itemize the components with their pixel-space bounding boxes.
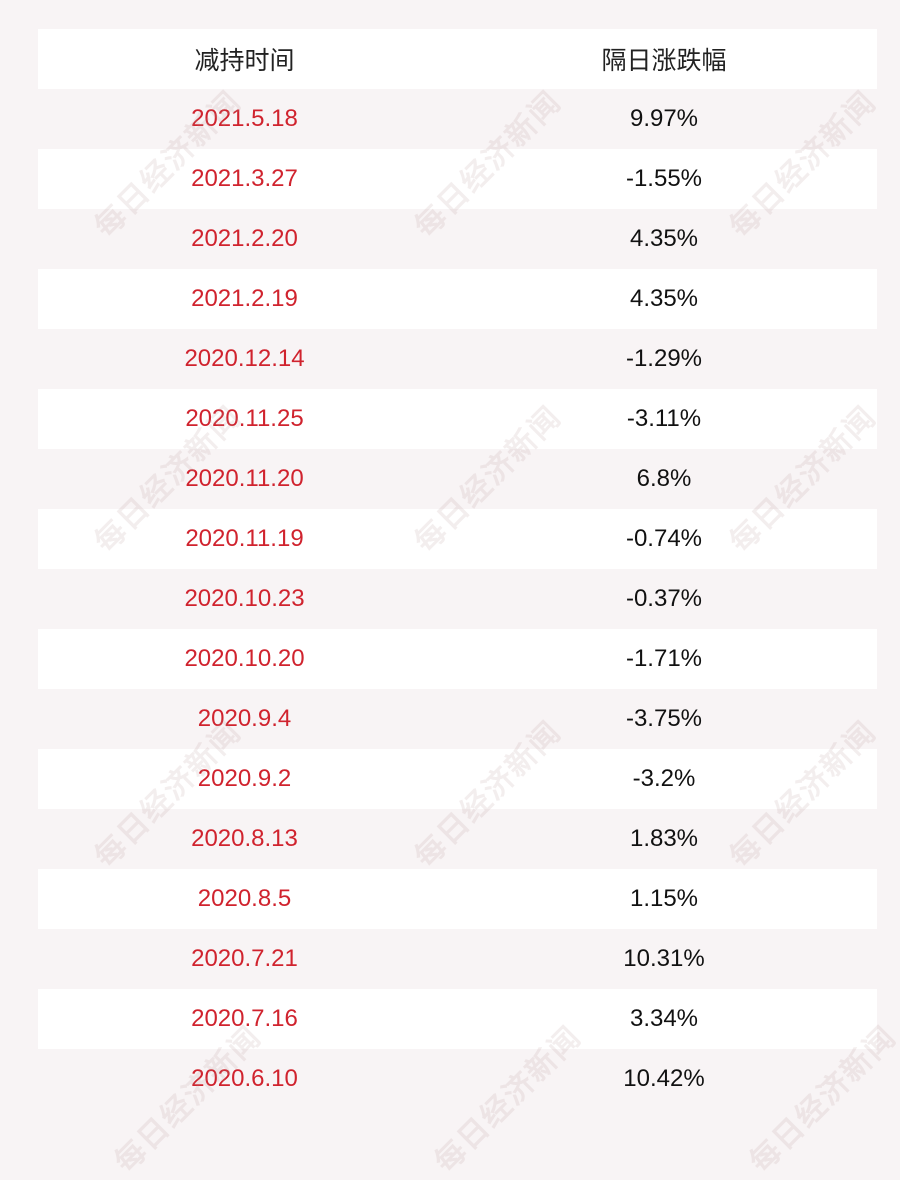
table-row: 2020.11.25 -3.11% xyxy=(38,389,877,449)
row-change: -3.75% xyxy=(625,705,703,732)
table-row: 2021.5.18 9.97% xyxy=(38,89,877,149)
row-date: 2020.9.4 xyxy=(197,705,292,732)
row-change: 6.8% xyxy=(636,465,692,492)
row-change: 1.83% xyxy=(629,825,699,852)
row-date: 2020.11.19 xyxy=(185,525,304,552)
reduction-table: 减持时间 隔日涨跌幅 2021.5.18 9.97% 2021.3.27 -1.… xyxy=(38,29,877,1109)
header-next-day-change: 隔日涨跌幅 xyxy=(601,47,727,75)
row-date: 2020.7.16 xyxy=(191,1005,298,1032)
row-change: -3.2% xyxy=(632,765,696,792)
row-change: 4.35% xyxy=(629,285,699,312)
table-row: 2020.11.20 6.8% xyxy=(38,449,877,509)
row-change: -1.29% xyxy=(625,345,703,372)
row-change: 4.35% xyxy=(629,225,699,252)
table-row: 2020.10.20 -1.71% xyxy=(38,629,877,689)
row-change: 10.31% xyxy=(623,945,705,972)
row-date: 2020.7.21 xyxy=(191,945,298,972)
table-row: 2020.12.14 -1.29% xyxy=(38,329,877,389)
row-change: -3.11% xyxy=(626,405,702,432)
table-row: 2020.7.16 3.34% xyxy=(38,989,877,1049)
header-reduction-time: 减持时间 xyxy=(194,47,295,75)
row-change: -0.74% xyxy=(625,525,703,552)
row-date: 2020.6.10 xyxy=(191,1065,298,1092)
table-row: 2020.11.19 -0.74% xyxy=(38,509,877,569)
row-change: -1.71% xyxy=(625,645,703,672)
row-change: 10.42% xyxy=(623,1065,705,1092)
row-date: 2021.2.19 xyxy=(191,285,298,312)
table-row: 2020.7.21 10.31% xyxy=(38,929,877,989)
table-row: 2021.2.20 4.35% xyxy=(38,209,877,269)
table-row: 2020.8.5 1.15% xyxy=(38,869,877,929)
row-date: 2020.10.23 xyxy=(184,585,305,612)
row-date: 2020.8.13 xyxy=(191,825,298,852)
row-change: 1.15% xyxy=(629,885,699,912)
row-date: 2020.9.2 xyxy=(197,765,292,792)
row-date: 2020.11.20 xyxy=(185,465,304,492)
table-row: 2020.8.13 1.83% xyxy=(38,809,877,869)
table-row: 2020.10.23 -0.37% xyxy=(38,569,877,629)
row-date: 2021.2.20 xyxy=(191,225,298,252)
table-header: 减持时间 隔日涨跌幅 xyxy=(38,29,877,89)
row-date: 2020.11.25 xyxy=(185,405,304,432)
row-date: 2020.8.5 xyxy=(197,885,292,912)
row-change: 9.97% xyxy=(629,105,699,132)
row-date: 2021.3.27 xyxy=(191,165,298,192)
table-row: 2020.6.10 10.42% xyxy=(38,1049,877,1109)
row-change: -0.37% xyxy=(625,585,703,612)
table-row: 2020.9.4 -3.75% xyxy=(38,689,877,749)
table-row: 2020.9.2 -3.2% xyxy=(38,749,877,809)
row-change: -1.55% xyxy=(625,165,703,192)
row-date: 2020.12.14 xyxy=(184,345,305,372)
table-row: 2021.3.27 -1.55% xyxy=(38,149,877,209)
row-change: 3.34% xyxy=(629,1005,699,1032)
row-date: 2020.10.20 xyxy=(184,645,305,672)
table-row: 2021.2.19 4.35% xyxy=(38,269,877,329)
row-date: 2021.5.18 xyxy=(191,105,298,132)
